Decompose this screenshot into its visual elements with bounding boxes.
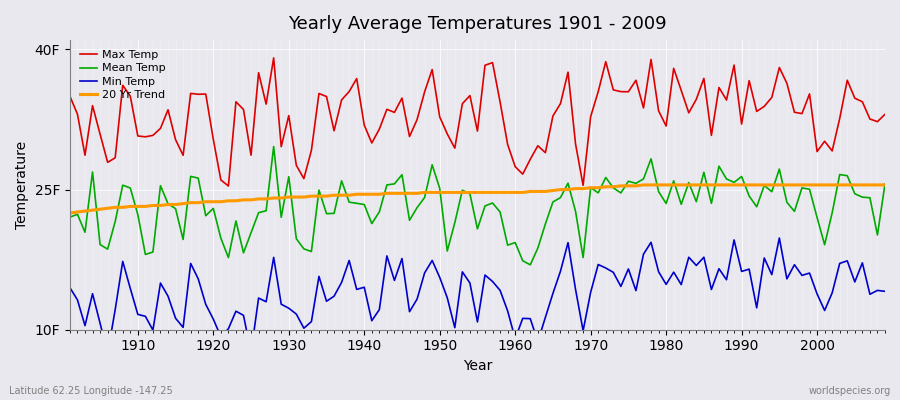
Mean Temp bbox=[879, 182, 890, 186]
Text: Latitude 62.25 Longitude -147.25: Latitude 62.25 Longitude -147.25 bbox=[9, 386, 173, 396]
Mean Temp bbox=[525, 262, 535, 267]
20 Yr Trend bbox=[65, 210, 76, 215]
Max Temp bbox=[268, 56, 279, 60]
Y-axis label: Temperature: Temperature bbox=[15, 141, 29, 229]
Max Temp bbox=[125, 94, 136, 98]
20 Yr Trend bbox=[600, 184, 611, 189]
20 Yr Trend bbox=[502, 190, 513, 195]
Max Temp bbox=[351, 76, 362, 81]
Title: Yearly Average Temperatures 1901 - 2009: Yearly Average Temperatures 1901 - 2009 bbox=[288, 15, 667, 33]
Mean Temp bbox=[509, 240, 520, 245]
Max Temp bbox=[65, 94, 76, 98]
Mean Temp bbox=[125, 186, 136, 190]
Max Temp bbox=[306, 148, 317, 153]
Max Temp bbox=[879, 112, 890, 117]
Mean Temp bbox=[299, 246, 310, 251]
Line: Mean Temp: Mean Temp bbox=[70, 146, 885, 265]
Text: worldspecies.org: worldspecies.org bbox=[809, 386, 891, 396]
Min Temp bbox=[518, 316, 528, 321]
Line: 20 Yr Trend: 20 Yr Trend bbox=[70, 185, 885, 213]
20 Yr Trend bbox=[291, 195, 302, 200]
Legend: Max Temp, Mean Temp, Min Temp, 20 Yr Trend: Max Temp, Mean Temp, Min Temp, 20 Yr Tre… bbox=[76, 46, 170, 104]
Min Temp bbox=[132, 312, 143, 317]
Min Temp bbox=[774, 236, 785, 240]
20 Yr Trend bbox=[638, 182, 649, 187]
Line: Max Temp: Max Temp bbox=[70, 58, 885, 186]
Min Temp bbox=[344, 258, 355, 263]
Min Temp bbox=[299, 326, 310, 330]
Max Temp bbox=[518, 172, 528, 176]
Max Temp bbox=[616, 89, 626, 94]
X-axis label: Year: Year bbox=[463, 359, 492, 373]
Min Temp bbox=[65, 285, 76, 290]
Min Temp bbox=[103, 351, 113, 356]
20 Yr Trend bbox=[125, 204, 136, 209]
Min Temp bbox=[608, 270, 618, 275]
Min Temp bbox=[509, 336, 520, 341]
Mean Temp bbox=[616, 190, 626, 195]
20 Yr Trend bbox=[337, 193, 347, 198]
Max Temp bbox=[223, 184, 234, 188]
Line: Min Temp: Min Temp bbox=[70, 238, 885, 353]
Max Temp bbox=[525, 157, 535, 162]
Mean Temp bbox=[344, 200, 355, 204]
20 Yr Trend bbox=[509, 190, 520, 195]
Mean Temp bbox=[518, 258, 528, 263]
20 Yr Trend bbox=[879, 182, 890, 187]
Min Temp bbox=[879, 289, 890, 294]
Mean Temp bbox=[65, 215, 76, 220]
Mean Temp bbox=[268, 144, 279, 149]
